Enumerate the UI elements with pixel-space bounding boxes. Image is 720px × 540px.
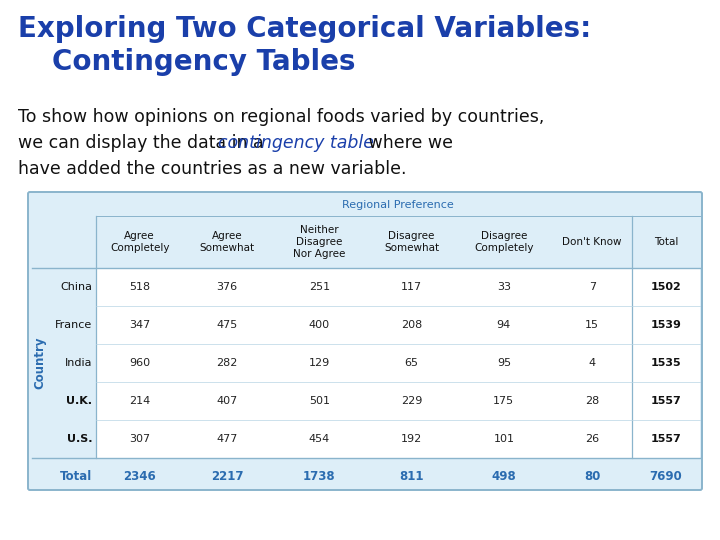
Text: 1557: 1557 <box>651 396 681 406</box>
Text: Country: Country <box>34 337 47 389</box>
Text: 4: 4 <box>589 358 595 368</box>
Text: where we: where we <box>363 134 453 152</box>
Text: have added the countries as a new variable.: have added the countries as a new variab… <box>18 160 407 178</box>
Bar <box>96 420 632 458</box>
Text: 214: 214 <box>129 396 150 406</box>
Text: Total: Total <box>654 237 678 247</box>
Text: 518: 518 <box>129 282 150 292</box>
Text: 95: 95 <box>497 358 511 368</box>
Text: 475: 475 <box>217 320 238 330</box>
Text: 175: 175 <box>493 396 514 406</box>
Text: Don't Know: Don't Know <box>562 237 622 247</box>
FancyBboxPatch shape <box>28 192 702 490</box>
Text: 501: 501 <box>309 396 330 406</box>
Text: 7690: 7690 <box>649 470 683 483</box>
Bar <box>632 306 700 344</box>
Text: France: France <box>55 320 92 330</box>
Text: China: China <box>60 282 92 292</box>
Text: Exploring Two Categorical Variables:: Exploring Two Categorical Variables: <box>18 15 591 43</box>
Text: 117: 117 <box>401 282 422 292</box>
Bar <box>632 382 700 420</box>
Text: 477: 477 <box>217 434 238 444</box>
Text: Total: Total <box>60 470 92 483</box>
Text: U.S.: U.S. <box>66 434 92 444</box>
Text: 65: 65 <box>405 358 418 368</box>
Text: 1557: 1557 <box>651 434 681 444</box>
Text: Contingency Tables: Contingency Tables <box>52 48 356 76</box>
Text: 129: 129 <box>309 358 330 368</box>
Text: 307: 307 <box>129 434 150 444</box>
Text: 80: 80 <box>584 470 600 483</box>
Bar <box>96 344 632 382</box>
Text: 960: 960 <box>129 358 150 368</box>
Text: Disagree
Completely: Disagree Completely <box>474 231 534 253</box>
Text: India: India <box>65 358 92 368</box>
Text: 229: 229 <box>401 396 423 406</box>
Text: 1535: 1535 <box>651 358 681 368</box>
Text: 26: 26 <box>585 434 599 444</box>
Bar <box>632 420 700 458</box>
Text: 347: 347 <box>129 320 150 330</box>
Text: contingency table: contingency table <box>218 134 374 152</box>
Bar <box>96 382 632 420</box>
Text: Regional Preference: Regional Preference <box>342 200 454 210</box>
Text: 251: 251 <box>309 282 330 292</box>
Bar <box>96 306 632 344</box>
Text: 101: 101 <box>493 434 514 444</box>
Bar <box>96 268 632 306</box>
Text: 1539: 1539 <box>651 320 681 330</box>
Text: 1502: 1502 <box>651 282 681 292</box>
Text: Disagree
Somewhat: Disagree Somewhat <box>384 231 439 253</box>
Bar <box>632 344 700 382</box>
Text: 498: 498 <box>492 470 516 483</box>
Text: U.K.: U.K. <box>66 396 92 406</box>
Text: 376: 376 <box>217 282 238 292</box>
Text: 192: 192 <box>401 434 422 444</box>
Text: Agree
Completely: Agree Completely <box>110 231 169 253</box>
Text: Agree
Somewhat: Agree Somewhat <box>199 231 255 253</box>
Text: 282: 282 <box>217 358 238 368</box>
Text: 1738: 1738 <box>303 470 336 483</box>
Text: 208: 208 <box>401 320 422 330</box>
Text: To show how opinions on regional foods varied by countries,: To show how opinions on regional foods v… <box>18 108 544 126</box>
Text: 94: 94 <box>497 320 511 330</box>
Text: 7: 7 <box>589 282 595 292</box>
Text: 2346: 2346 <box>123 470 156 483</box>
Text: 454: 454 <box>309 434 330 444</box>
Text: we can display the data in a: we can display the data in a <box>18 134 269 152</box>
Text: 28: 28 <box>585 396 599 406</box>
Text: 2217: 2217 <box>211 470 243 483</box>
Text: 400: 400 <box>309 320 330 330</box>
Text: 33: 33 <box>497 282 511 292</box>
Bar <box>632 268 700 306</box>
Text: 15: 15 <box>585 320 599 330</box>
Text: 811: 811 <box>400 470 424 483</box>
Text: 407: 407 <box>217 396 238 406</box>
Text: Neither
Disagree
Nor Agree: Neither Disagree Nor Agree <box>293 225 346 259</box>
